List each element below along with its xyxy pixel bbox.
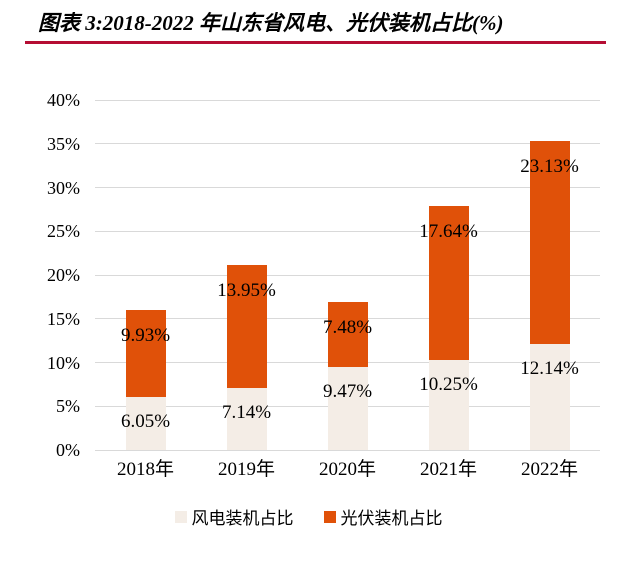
x-axis-label: 2020年 — [318, 459, 376, 480]
wind-legend-swatch — [174, 510, 187, 523]
solar-legend-swatch — [323, 510, 336, 523]
y-axis-tick-label: 20% — [47, 265, 80, 285]
y-axis-tick-label: 10% — [47, 352, 80, 373]
data-label-wind: 12.14% — [520, 357, 579, 379]
y-gridline — [95, 99, 600, 101]
y-gridline — [95, 449, 600, 451]
x-axis-label: 2019年 — [217, 459, 275, 480]
x-axis-label: 2022年 — [520, 459, 578, 480]
bar-segment-wind — [327, 367, 368, 450]
x-axis-label: 2021年 — [419, 459, 477, 480]
data-label-solar: 7.48% — [322, 316, 373, 338]
data-label-solar: 9.93% — [120, 325, 171, 347]
bar-segment-wind — [529, 343, 570, 450]
bar-segment-wind — [125, 397, 166, 450]
data-label-wind: 7.14% — [221, 401, 272, 423]
y-axis-tick-label: 40% — [47, 90, 80, 110]
y-gridline — [95, 230, 600, 232]
y-gridline — [95, 187, 600, 188]
bar-segment-solar — [226, 265, 267, 388]
bar-segment-wind — [226, 387, 267, 450]
solar-legend-label: 光伏装机占比 — [340, 509, 443, 528]
data-label-solar: 13.95% — [217, 280, 276, 302]
y-axis-tick-label: 5% — [56, 396, 80, 417]
bar-segment-solar — [529, 141, 570, 344]
y-axis-tick-label: 0% — [56, 440, 80, 460]
y-axis-tick-label: 25% — [47, 221, 80, 242]
data-label-solar: 23.13% — [520, 156, 579, 178]
bar-segment-solar — [428, 205, 469, 361]
figure-title: 图表 3:2018-2022 年山东省风电、光伏装机占比(%) — [38, 11, 504, 35]
bar-segment-solar — [327, 301, 368, 368]
legend-item-solar: 光伏装机占比 — [323, 504, 443, 529]
bar-segment-solar — [125, 310, 166, 398]
wind-legend-label: 风电装机占比 — [191, 509, 294, 528]
data-label-wind: 6.05% — [120, 411, 171, 433]
y-gridline — [95, 274, 600, 276]
y-axis-tick-label: 35% — [47, 133, 80, 154]
legend: 风电装机占比 光伏装机占比 — [0, 504, 617, 529]
data-label-wind: 9.47% — [322, 381, 373, 403]
y-axis-tick-label: 30% — [47, 177, 80, 198]
data-label-wind: 10.25% — [419, 374, 478, 396]
data-label-solar: 17.64% — [419, 220, 478, 242]
legend-item-wind: 风电装机占比 — [174, 504, 294, 529]
title-divider — [25, 41, 606, 44]
y-gridline — [95, 143, 600, 145]
x-axis-label: 2018年 — [116, 459, 174, 480]
bar-segment-wind — [428, 360, 469, 450]
y-axis-tick-label: 15% — [47, 308, 80, 329]
